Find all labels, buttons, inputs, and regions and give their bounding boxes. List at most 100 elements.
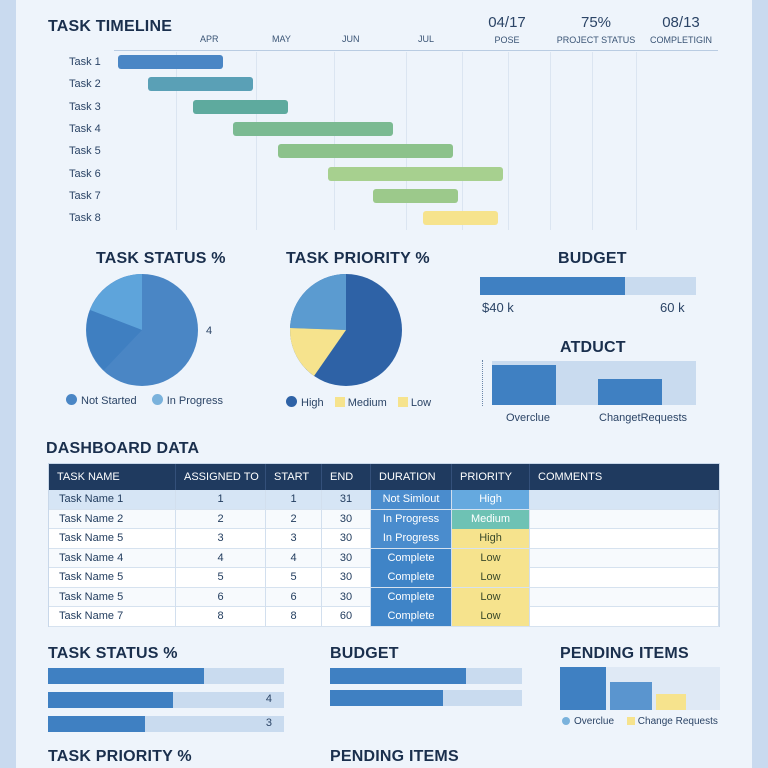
atduct-axis [482,360,483,406]
priority-pie-slice-medium [289,328,346,376]
table-row[interactable]: Task Name 7 8 8 60 Complete Low [49,607,719,627]
pending-chart-area [560,667,720,710]
legend-label-overclue: Overclue [574,716,615,727]
header-assigned-to[interactable]: ASSIGNED TO [176,464,266,490]
month-label-apr: APR [200,34,219,44]
gantt-task-bar[interactable] [193,99,288,114]
header-task-name[interactable]: TASK NAME [49,464,176,490]
priority-pie-slice [290,274,346,330]
cell-task-name: Task Name 5 [49,529,176,548]
priority-pie-legend: High Medium Low [286,396,486,409]
header-comments[interactable]: COMMENTS [538,471,603,483]
stat-pose-label: POSE [494,35,520,45]
cell-task-name: Task Name 5 [49,568,176,587]
table-row[interactable]: Task Name 2 2 2 30 In Progress Medium [49,509,719,529]
status-progress-fill [48,716,145,732]
table-body: Task Name 1 1 1 31 Not Simlout High Task Name … [49,490,719,627]
cell-task-name: Task Name 1 [49,490,176,509]
cell-priority: Low [452,587,530,607]
gantt-task-bar[interactable] [233,121,393,136]
cell-task-name: Task Name 5 [49,587,176,607]
dashboard-table: TASK NAME ASSIGNED TO START END DURATION… [48,463,720,627]
legend-dot-high [286,396,297,407]
gantt-gridline [406,52,407,230]
status-pie-legend: Not Started In Progress [66,394,266,407]
status-progress-track [48,668,284,684]
month-label-may: MAY [272,34,291,44]
pending-title: PENDING ITEMS [560,645,689,662]
table-row[interactable]: Task Name 5 5 5 30 Complete Low [49,568,719,588]
pending-bar-change-requests [656,694,686,710]
table-row[interactable]: Task Name 4 4 4 30 Complete Low [49,548,719,568]
cell-end: 30 [322,548,371,568]
cell-comments [530,568,719,587]
bottom-status-title: TASK STATUS % [48,645,178,662]
pending-bar [610,682,652,710]
header-start[interactable]: START [266,464,322,490]
gantt-task-bar[interactable] [423,211,498,226]
budget-bar-track [330,668,522,684]
legend-label-change-requests: Change Requests [637,716,718,727]
priority-pie-chart [289,274,402,386]
budget-title: BUDGET [558,250,627,267]
month-label-jul: JUL [418,34,435,44]
status-pie-title: TASK STATUS % [96,250,226,267]
cell-duration: Not Simlout [371,490,452,509]
table-row[interactable]: Task Name 1 1 1 31 Not Simlout High [49,490,719,510]
dashboard-page: TASK TIMELINE APR MAY JUN JUL 04/17 POSE… [16,0,752,768]
atduct-bar-change-requests [598,378,662,405]
cell-duration: In Progress [371,529,452,548]
table-row[interactable]: Task Name 5 6 6 30 Complete Low [49,587,719,607]
cell-priority: High [452,529,530,548]
table-row[interactable]: Task Name 5 3 3 30 In Progress High [49,529,719,549]
legend-dot-in-progress [151,394,163,405]
gantt-task-label: Task 2 [69,78,101,91]
timeline-header-rule [114,50,718,51]
cell-duration: Complete [371,568,452,587]
status-pie-chart [86,274,198,386]
cell-end: 30 [322,529,371,548]
gantt-gridline [550,52,551,230]
pending-legend: Overclue Change Requests [562,716,752,727]
stat-pose-value: 04/17 [488,14,526,31]
status-progress-track: 3 [48,716,284,732]
month-label-jun: JUN [342,34,360,44]
gantt-gridline [592,52,593,230]
timeline-title: TASK TIMELINE [48,18,173,35]
cell-priority: Low [452,548,530,568]
stat-project-status-label: PROJECT STATUS [556,35,636,45]
bottom-budget-bars [330,668,522,714]
header-duration[interactable]: DURATION [371,464,452,490]
status-pie-slice-in-progress [90,274,142,330]
cell-comments [530,548,719,568]
cell-duration: Complete [371,548,452,568]
cell-end: 30 [322,568,371,587]
budget-bar-fill [330,668,467,684]
status-progress-track: 4 [48,692,284,708]
cell-start: 1 [266,490,322,509]
gantt-gridline [462,52,463,230]
stat-pose: 04/17 POSE [472,14,542,45]
stat-project-status: 75% PROJECT STATUS [556,14,636,45]
header-priority[interactable]: PRIORITY [452,464,530,490]
legend-label-high: High [301,397,324,409]
budget-progress-fill [480,277,625,295]
gantt-task-bar[interactable] [278,144,453,159]
gantt-task-bar[interactable] [373,188,458,203]
atduct-chart-area [492,361,696,405]
gantt-gridline [636,52,637,230]
cell-start: 2 [266,509,322,529]
cell-start: 8 [266,607,322,626]
header-end[interactable]: END [322,464,371,490]
atduct-title: ATDUCT [560,339,626,356]
gantt-gridline [176,52,177,230]
gantt-task-bar[interactable] [148,77,253,92]
footer-pending-title: PENDING ITEMS [330,748,459,765]
cell-comments [530,529,719,548]
gantt-chart: Task 1 Task 2 Task 3 Task 4 Task 5 Task 6 Task… [56,52,716,232]
gantt-task-bar[interactable] [118,55,223,69]
cell-end: 30 [322,509,371,529]
budget-left-label: $40 k [482,300,514,315]
gantt-task-bar[interactable] [328,166,503,181]
cell-end: 60 [322,607,371,626]
